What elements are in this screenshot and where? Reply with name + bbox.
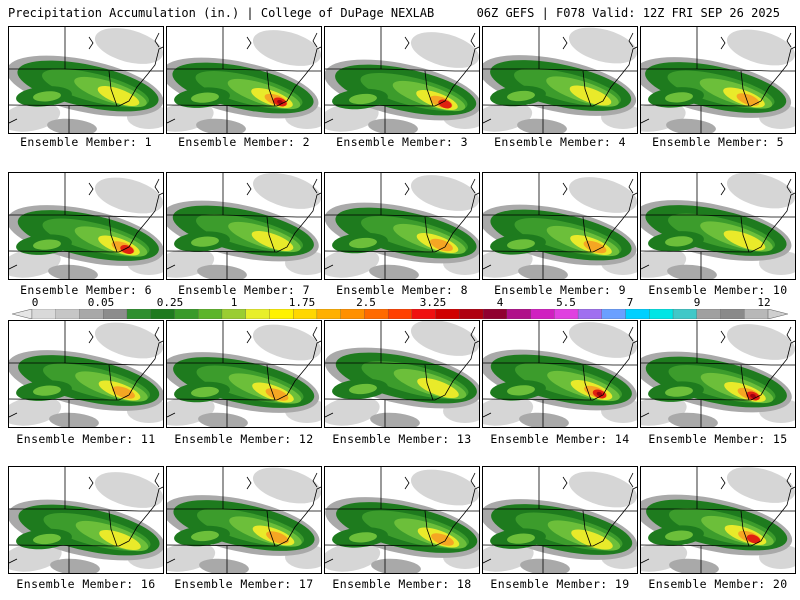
scale-segment — [530, 309, 555, 319]
scale-segment — [577, 309, 603, 319]
color-scale-bar — [12, 309, 788, 319]
scale-segment — [198, 309, 223, 319]
ensemble-member-map — [166, 466, 322, 574]
scale-tick-label: 7 — [626, 296, 634, 309]
ensemble-member-label: Ensemble Member: 19 — [490, 577, 630, 591]
scale-segment — [411, 309, 437, 319]
ensemble-member-map — [8, 172, 164, 280]
scale-segment — [387, 309, 413, 319]
ensemble-member-map — [324, 320, 480, 428]
ensemble-member-label: Ensemble Member: 4 — [494, 135, 626, 149]
ensemble-member-map — [324, 466, 480, 574]
scale-tick-label: 2.5 — [356, 296, 376, 309]
scale-tick-label: 12 — [757, 296, 771, 309]
scale-segment — [482, 309, 508, 319]
ensemble-member-label: Ensemble Member: 16 — [16, 577, 156, 591]
ensemble-member-map — [482, 26, 638, 134]
scale-segment — [316, 309, 342, 319]
scale-segment — [459, 309, 484, 319]
scale-tick-label: 3.25 — [419, 296, 447, 309]
ensemble-member-map — [482, 320, 638, 428]
scale-segment — [55, 309, 81, 319]
ensemble-member-map — [166, 172, 322, 280]
ensemble-member-map — [482, 466, 638, 574]
ensemble-member-label: Ensemble Member: 11 — [16, 432, 156, 446]
scale-segment — [506, 309, 532, 319]
ensemble-member-map — [8, 26, 164, 134]
scale-segment — [126, 309, 152, 319]
ensemble-member-label: Ensemble Member: 7 — [178, 283, 310, 297]
scale-segment — [625, 309, 650, 319]
header-title-right: 06Z GEFS | F078 Valid: 12Z FRI SEP 26 20… — [476, 6, 780, 20]
scale-segment — [720, 309, 745, 319]
ensemble-member-label: Ensemble Member: 18 — [332, 577, 472, 591]
ensemble-member-map — [324, 172, 480, 280]
scale-tick-label: 5.5 — [556, 296, 576, 309]
ensemble-member-label: Ensemble Member: 10 — [648, 283, 788, 297]
scale-segment — [554, 309, 579, 319]
ensemble-member-map — [8, 466, 164, 574]
ensemble-member-map — [640, 466, 796, 574]
scale-segment — [672, 309, 698, 319]
scale-segment — [174, 309, 199, 319]
ensemble-member-map — [640, 26, 796, 134]
ensemble-member-map — [324, 26, 480, 134]
scale-segment — [245, 309, 270, 319]
ensemble-member-label: Ensemble Member: 20 — [648, 577, 788, 591]
ensemble-member-label: Ensemble Member: 3 — [336, 135, 468, 149]
ensemble-member-label: Ensemble Member: 2 — [178, 135, 310, 149]
scale-tick-label: 1.75 — [288, 296, 316, 309]
ensemble-member-map — [8, 320, 164, 428]
ensemble-member-label: Ensemble Member: 5 — [652, 135, 784, 149]
ensemble-member-label: Ensemble Member: 15 — [648, 432, 788, 446]
scale-segment — [150, 309, 176, 319]
scale-segment — [435, 309, 460, 319]
ensemble-member-map — [640, 172, 796, 280]
ensemble-member-map — [482, 172, 638, 280]
ensemble-member-label: Ensemble Member: 9 — [494, 283, 626, 297]
scale-segment — [221, 309, 247, 319]
ensemble-member-map — [166, 320, 322, 428]
ensemble-member-label: Ensemble Member: 8 — [336, 283, 468, 297]
header-title-left: Precipitation Accumulation (in.) | Colle… — [8, 6, 435, 20]
scale-right-arrow — [767, 309, 788, 319]
ensemble-member-label: Ensemble Member: 17 — [174, 577, 314, 591]
scale-tick-label: 9 — [693, 296, 701, 309]
scale-segment — [696, 309, 722, 319]
scale-tick-label: 0 — [31, 296, 39, 309]
scale-segment — [601, 309, 627, 319]
ensemble-member-label: Ensemble Member: 1 — [20, 135, 152, 149]
ensemble-member-label: Ensemble Member: 14 — [490, 432, 630, 446]
scale-left-arrow — [12, 309, 33, 319]
scale-segment — [340, 309, 365, 319]
ensemble-member-label: Ensemble Member: 6 — [20, 283, 152, 297]
scale-tick-label: 4 — [496, 296, 504, 309]
ensemble-member-label: Ensemble Member: 12 — [174, 432, 314, 446]
scale-segment — [293, 309, 318, 319]
scale-segment — [364, 309, 389, 319]
scale-segment — [744, 309, 769, 319]
ensemble-member-map — [166, 26, 322, 134]
scale-segment — [649, 309, 674, 319]
ensemble-member-map — [640, 320, 796, 428]
scale-segment — [103, 309, 128, 319]
scale-segment — [31, 309, 57, 319]
scale-tick-label: 0.25 — [156, 296, 184, 309]
scale-segment — [79, 309, 104, 319]
scale-segment — [269, 309, 294, 319]
scale-tick-label: 1 — [230, 296, 238, 309]
scale-tick-label: 0.05 — [87, 296, 115, 309]
ensemble-member-label: Ensemble Member: 13 — [332, 432, 472, 446]
